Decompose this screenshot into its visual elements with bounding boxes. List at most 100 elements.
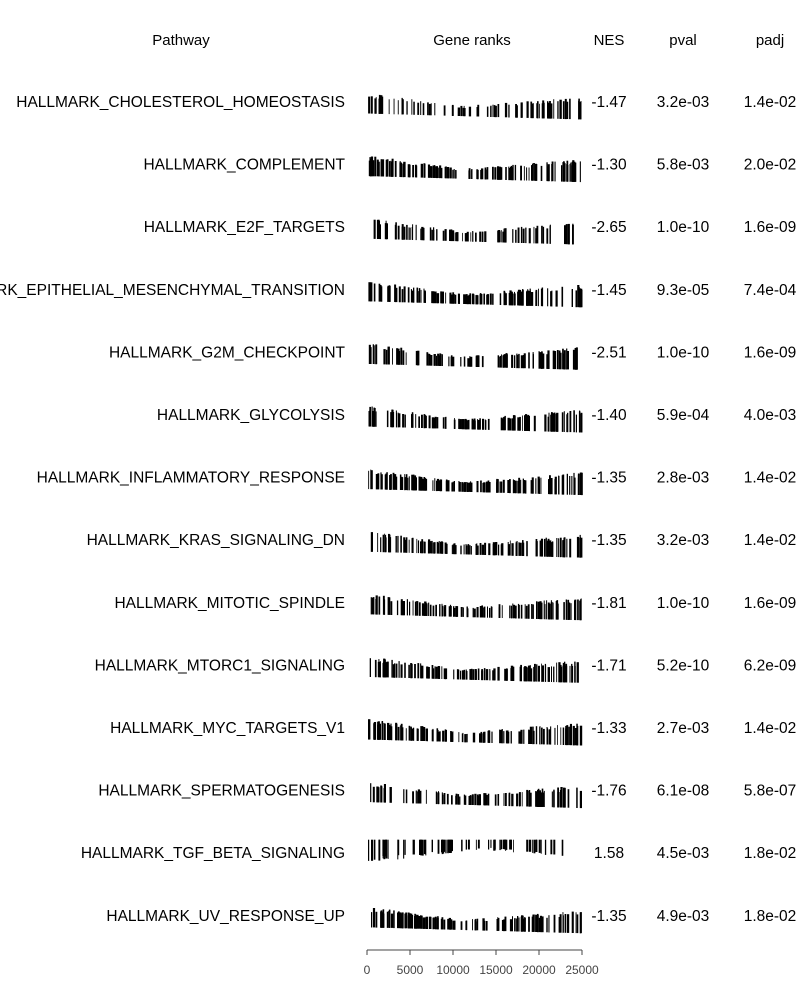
gene-rank-bar [394,161,397,177]
gene-rank-bar [387,597,390,615]
gene-rank-bar [476,918,479,931]
gene-rank-bar [548,479,549,495]
gene-rank-bar [577,474,580,495]
gene-rank-bar [541,225,543,244]
nes-value: -1.81 [591,595,626,612]
gene-rank-bar [511,543,514,556]
gene-rank-bar [479,293,482,305]
gene-rank-bar [469,356,471,367]
gene-rank-bar [421,915,423,929]
gene-rank-bar [472,607,474,618]
gene-rank-bar [413,290,415,303]
nes-value: -1.35 [591,470,626,487]
gene-rank-bar [523,353,526,369]
gene-rank-bar [530,668,533,682]
gene-rank-bar [520,165,522,181]
gene-rank-bar [558,662,561,683]
gene-rank-bar [484,542,487,555]
gene-rank-bar [470,546,472,555]
gene-rank-bar [395,536,397,553]
header-padj: padj [756,32,784,49]
gene-rank-bar [452,544,455,555]
gene-rank-bar [483,731,486,743]
gene-rank-bar [470,232,472,242]
gene-rank-bar [450,294,453,304]
gene-rank-bar [455,232,458,242]
gene-rank-bar [441,839,444,855]
gene-rank-bar [389,597,391,615]
gene-rank-bar [469,669,471,680]
gene-rank-bar [498,230,501,243]
gene-rank-bar [444,166,447,179]
gene-rank-bar [535,791,537,807]
gene-rank-bar [450,355,453,367]
gene-rank-bar [460,607,463,617]
gene-rank-bar [562,348,564,370]
gene-rank-bar [449,292,451,304]
gene-rank-bar [428,104,431,116]
gene-rank-bar [556,662,558,683]
gene-rank-bar [431,665,434,679]
gene-rank-bar [369,410,371,427]
gene-rank-bar [495,542,498,556]
pval-value: 3.2e-03 [657,94,710,111]
gene-rank-bar [565,725,568,746]
gene-rank-bar [526,667,528,682]
gene-rank-bar [375,474,378,490]
gene-rank-bar [404,477,407,491]
gene-rank-bar [440,167,443,179]
gene-rank-bar [558,350,561,370]
gene-rank-bar [373,839,376,860]
gene-rank-bar [504,916,507,932]
gene-rank-bar [526,541,528,557]
gene-rank-bar [548,729,551,745]
gene-rank-bar [531,916,533,932]
gene-rank-bar [377,787,380,803]
gene-rank-bar [410,913,413,929]
gene-rank-bar [418,288,421,303]
gene-rank-bar [512,480,516,494]
gene-rank-bar [577,285,580,308]
gene-rank-bar [493,105,496,118]
gene-rank-bar [368,282,371,302]
pval-value: 9.3e-05 [657,282,710,299]
gene-rank-bar [540,538,543,557]
gene-rank-bar [410,726,412,741]
gene-rank-bar [387,346,390,365]
gene-rank-bar [474,793,477,806]
gene-rank-bar [563,787,566,808]
gene-rank-bar [410,289,412,303]
gene-rank-bar [436,541,438,554]
gene-rank-bar [538,791,541,807]
gene-rank-bar [518,542,520,556]
gene-rank-bar [471,794,474,805]
gene-rank-bar [502,919,505,932]
gene-rank-bar [420,839,422,856]
gene-rank-bar [407,164,410,178]
gene-rank-bar [459,419,462,429]
gene-rank-bar [421,226,424,241]
gene-rank-bar [373,597,375,615]
gene-rank-bar [487,730,489,743]
gene-rank-bar [415,790,417,804]
gene-rank-bar [409,601,411,616]
gene-rank-bar [498,167,500,180]
gene-rank-bar [400,599,403,616]
gene-rank-bar [510,731,512,744]
gene-rank-bar [524,480,527,494]
gene-rank-bar [512,916,513,932]
gene-rank-bar [543,102,545,119]
gene-rank-bar [384,533,385,553]
gene-rank-bar [484,419,486,430]
gene-rank-bar [477,355,480,367]
gene-rank-bar [499,293,502,305]
gene-rank-bar [551,666,552,682]
gene-rank-bar [579,725,583,746]
gene-rank-bar [571,289,573,307]
gene-rank-bar [414,477,417,491]
gene-rank-bar [557,725,558,745]
gene-rank-bar [518,353,520,369]
gene-rank-bar [563,537,565,558]
gene-rank-bar [489,669,491,681]
padj-value: 1.6e-09 [744,595,797,612]
